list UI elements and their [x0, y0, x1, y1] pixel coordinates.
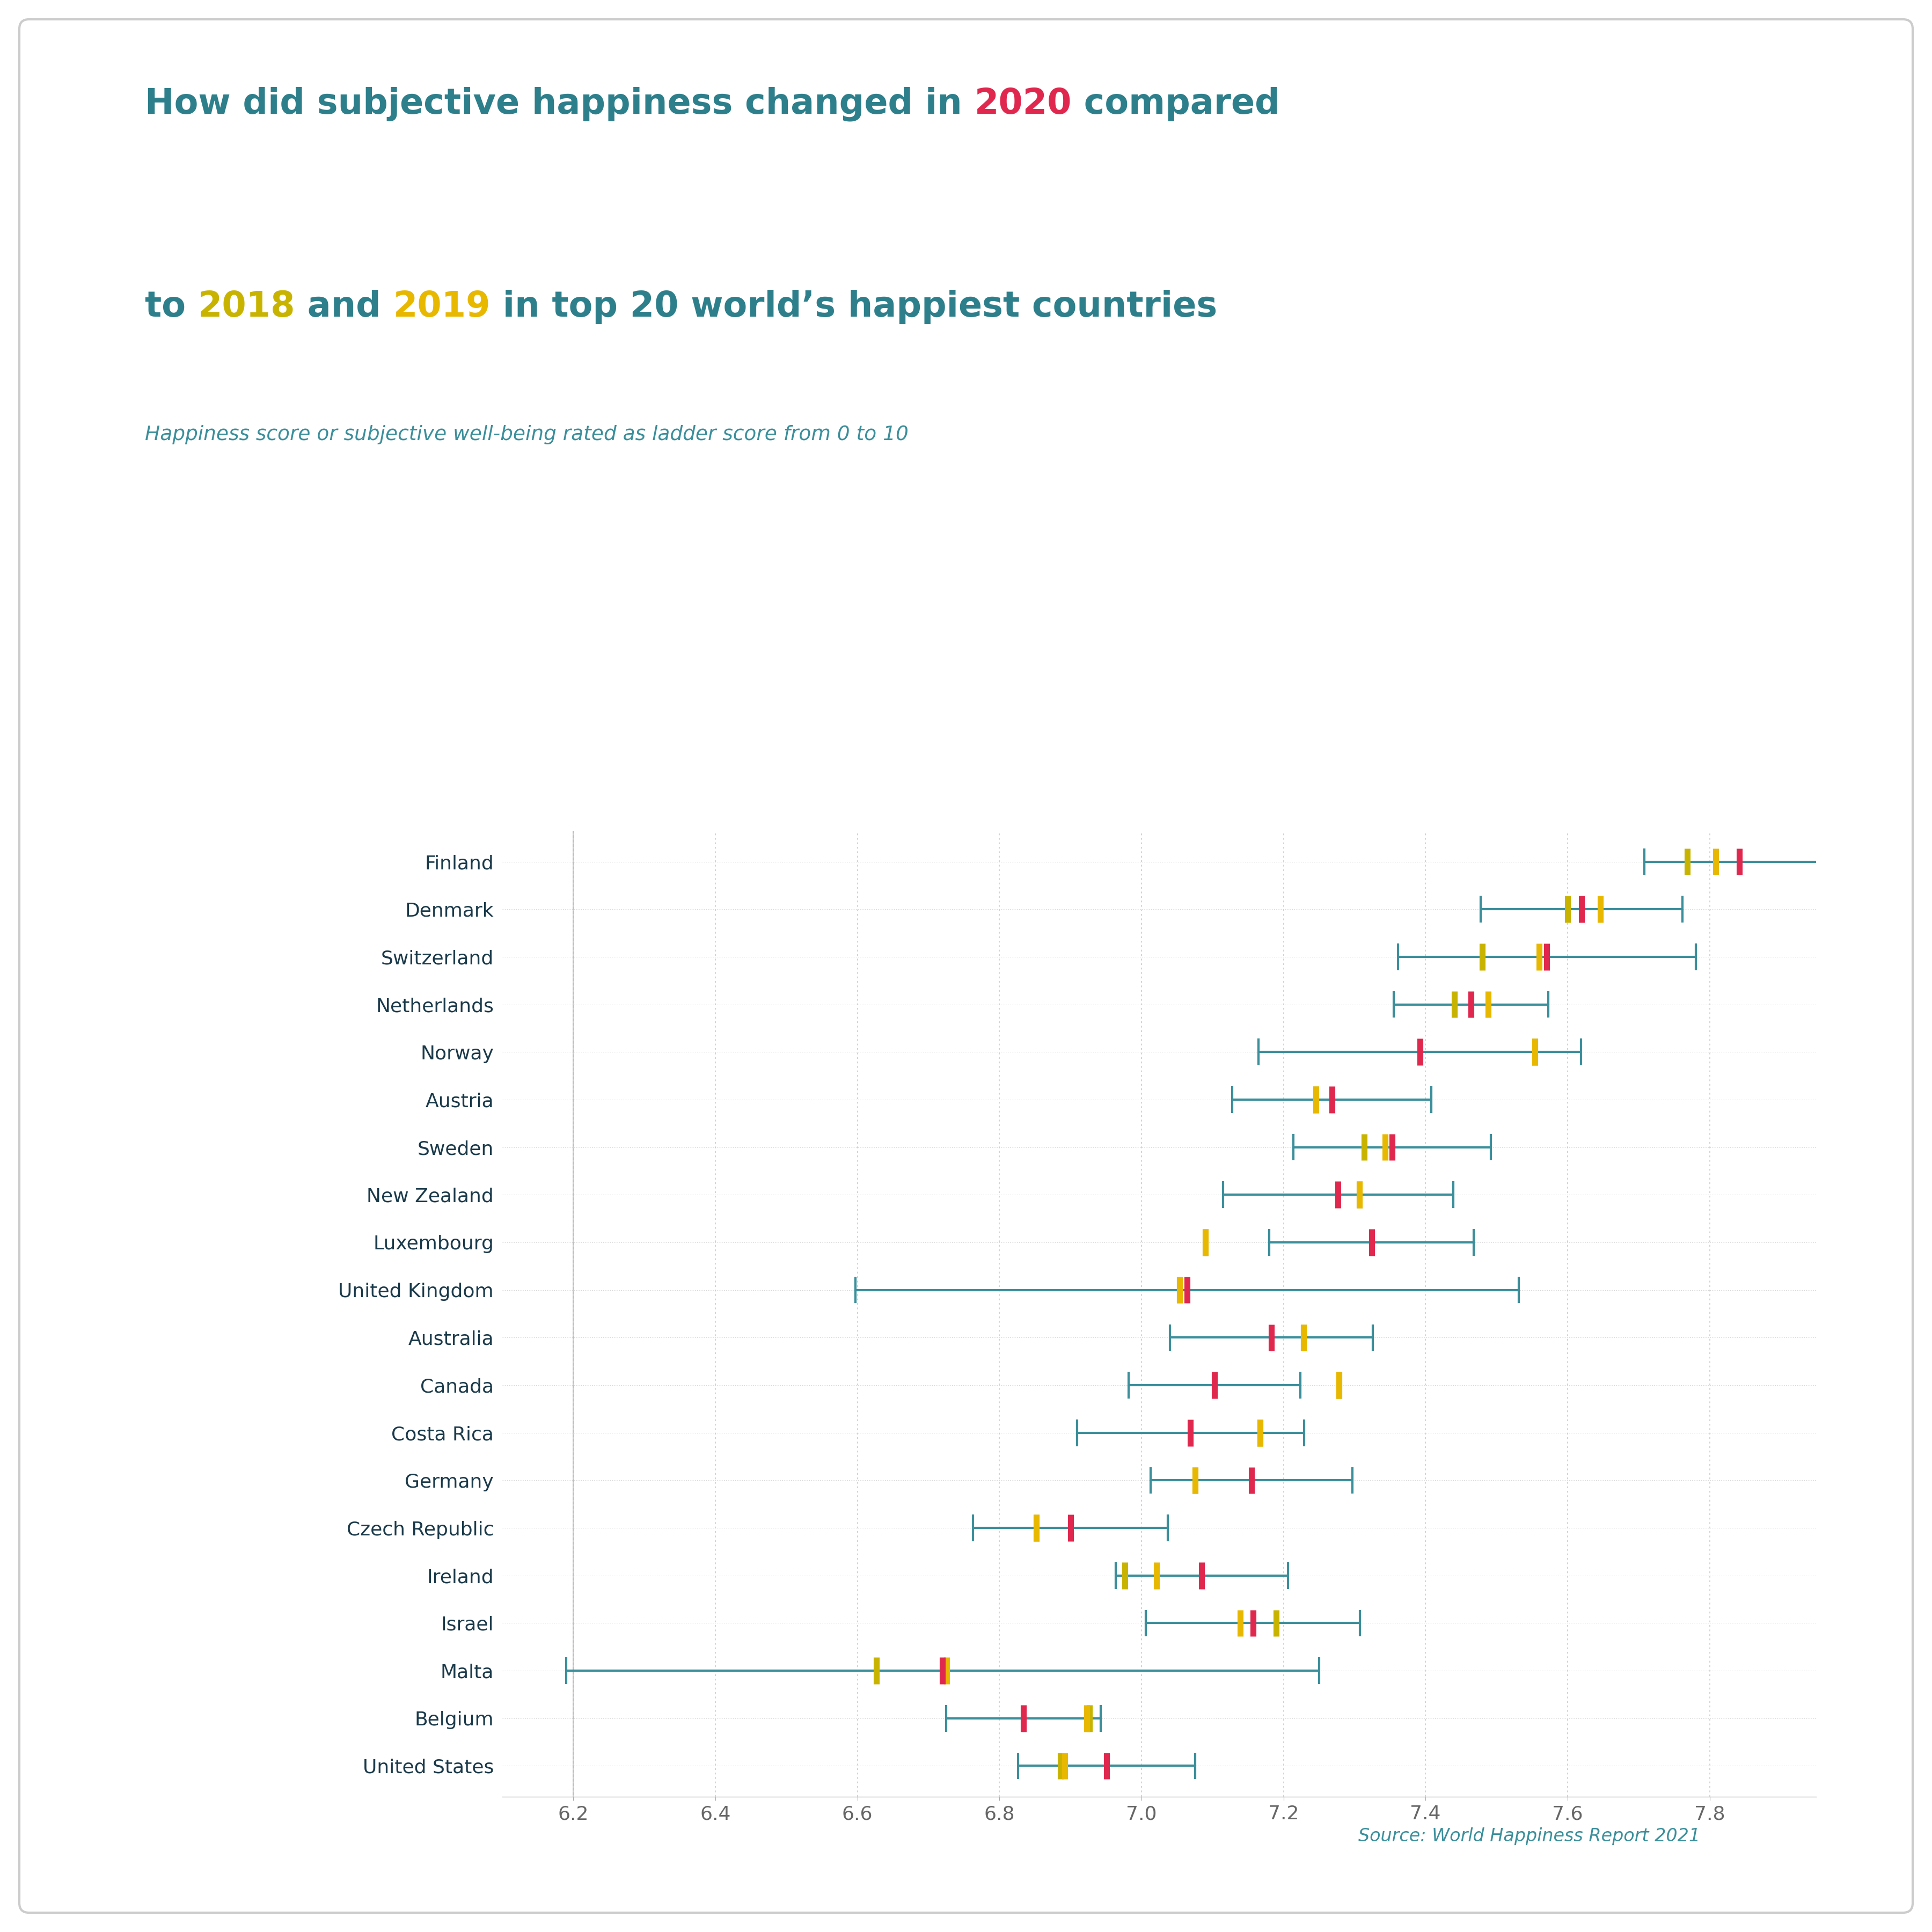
Text: Source: World Happiness Report 2021: Source: World Happiness Report 2021: [1358, 1828, 1700, 1845]
Text: and: and: [296, 290, 394, 325]
Text: 2020: 2020: [974, 87, 1072, 122]
Text: in top 20 world’s happiest countries: in top 20 world’s happiest countries: [491, 290, 1217, 325]
Text: 2019: 2019: [394, 290, 491, 325]
FancyBboxPatch shape: [19, 19, 1913, 1913]
Text: 2018: 2018: [197, 290, 296, 325]
Text: How did subjective happiness changed in: How did subjective happiness changed in: [145, 87, 974, 122]
Text: to: to: [145, 290, 197, 325]
Text: compared: compared: [1072, 87, 1279, 122]
Text: Happiness score or subjective well-being rated as ladder score from 0 to 10: Happiness score or subjective well-being…: [145, 425, 908, 444]
